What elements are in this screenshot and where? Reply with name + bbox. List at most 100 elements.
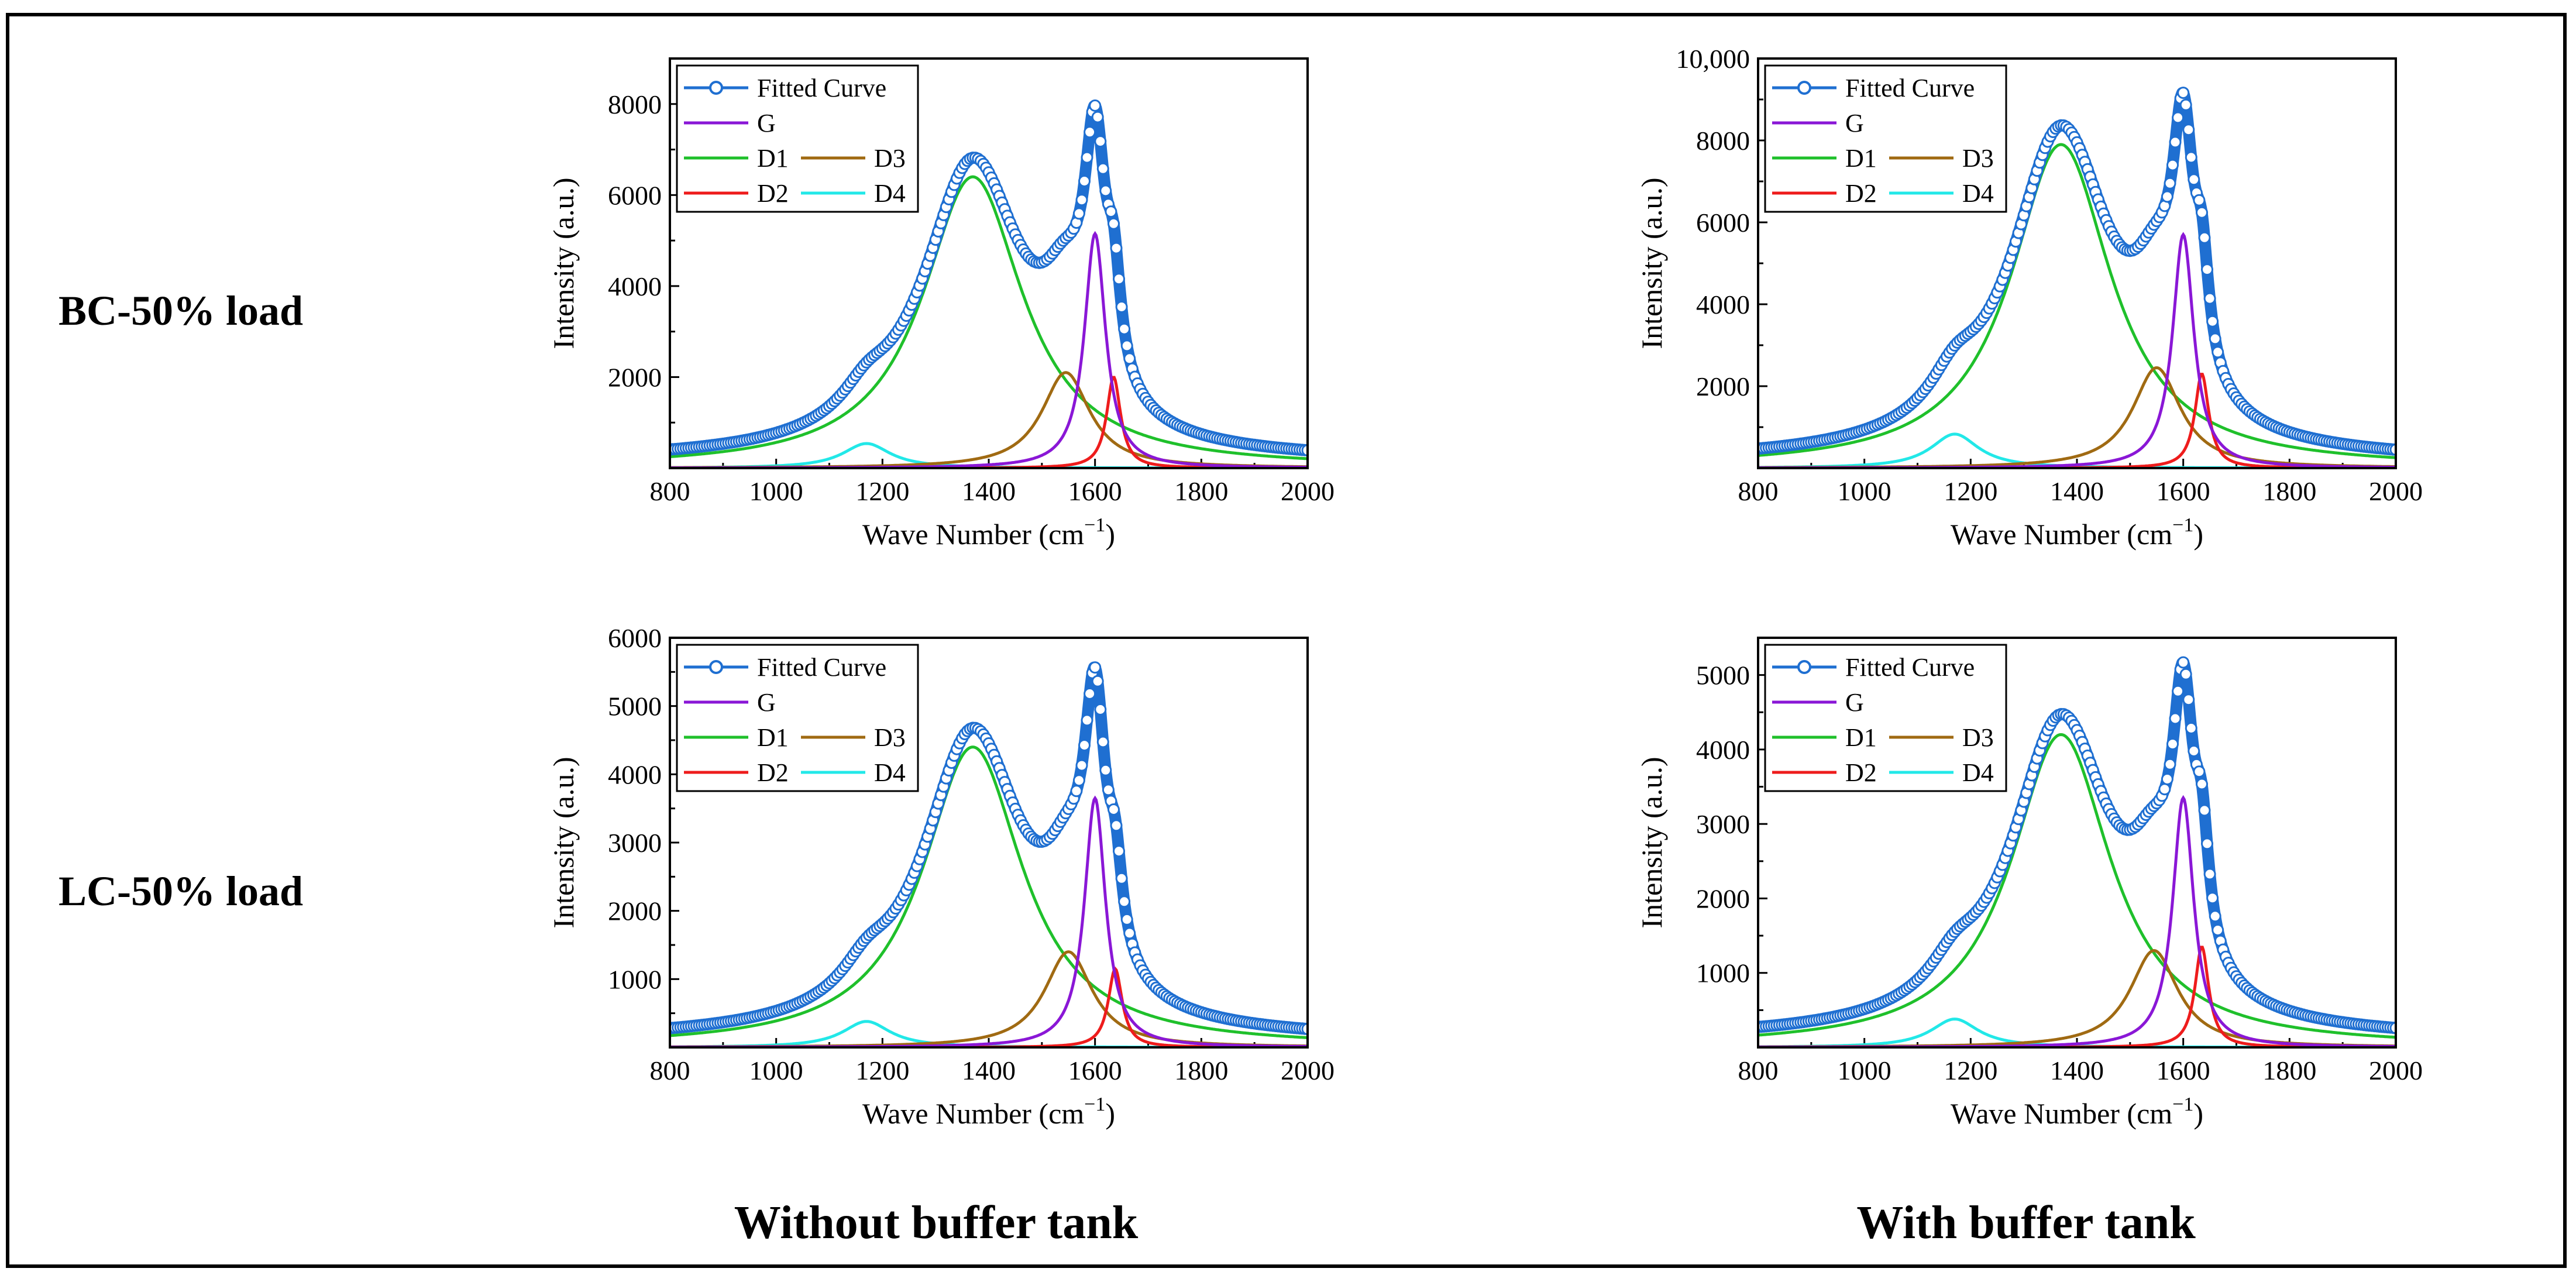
x-tick-label: 1800 bbox=[2262, 1056, 2316, 1085]
fitted-point bbox=[1099, 184, 1112, 197]
legend-label-fitted: Fitted Curve bbox=[757, 74, 886, 102]
y-axis-label: Intensity (a.u.) bbox=[1635, 757, 1668, 929]
legend-label-D4: D4 bbox=[1962, 758, 1994, 787]
fitted-point bbox=[1115, 872, 1128, 885]
fitted-point bbox=[2198, 231, 2211, 244]
legend-label-D2: D2 bbox=[757, 179, 789, 208]
curve-D1 bbox=[670, 175, 1308, 460]
y-tick-label: 1000 bbox=[608, 964, 662, 994]
chart-lc-without: 800 1000 1200 1400 1600 1800 2000 1000 2000 3000 4… bbox=[547, 623, 1335, 1130]
legend-label-fitted: Fitted Curve bbox=[1845, 74, 1975, 102]
x-tick-label: 1400 bbox=[2050, 1056, 2104, 1085]
legend-label-D2: D2 bbox=[757, 758, 789, 787]
x-tick-label: 2000 bbox=[2369, 1056, 2423, 1085]
fitted-point bbox=[1110, 819, 1123, 832]
fitted-point bbox=[1113, 845, 1125, 858]
fitted-point bbox=[2158, 783, 2171, 796]
x-tick-label: 1000 bbox=[749, 1056, 803, 1085]
fitted-point bbox=[1078, 739, 1091, 752]
x-tick-label: 1200 bbox=[1944, 476, 1997, 506]
fitted-point bbox=[1115, 301, 1128, 313]
fitted-point bbox=[1110, 242, 1123, 255]
fitted-point bbox=[1096, 735, 1109, 748]
y-tick-label: 6000 bbox=[1696, 208, 1750, 238]
fitted-point bbox=[1075, 759, 1088, 772]
y-tick-label: 6000 bbox=[608, 623, 662, 653]
fitted-point bbox=[2182, 123, 2195, 136]
legend: Fitted Curve G D1 D3 D2 D4 bbox=[676, 644, 919, 792]
x-tick-label: 2000 bbox=[1281, 1056, 1335, 1085]
fitted-point bbox=[1120, 339, 1133, 352]
legend-label-G: G bbox=[1845, 109, 1864, 138]
fitted-point bbox=[1108, 803, 1120, 816]
legend-label-G: G bbox=[1845, 688, 1864, 717]
legend-label-D2: D2 bbox=[1845, 758, 1877, 787]
fitted-point bbox=[1123, 352, 1136, 365]
x-tick-label: 1600 bbox=[2157, 476, 2210, 506]
legend: Fitted Curve G D1 D3 D2 D4 bbox=[1764, 644, 2007, 792]
row-label-lc: LC-50% load bbox=[59, 868, 304, 915]
fitted-point bbox=[2206, 892, 2219, 905]
fitted-point bbox=[1081, 714, 1093, 727]
x-tick-label: 1200 bbox=[855, 476, 909, 506]
x-axis-label-text: Wave Number (cm bbox=[862, 1097, 1084, 1130]
chart-lc-with: 800 1000 1200 1400 1600 1800 2000 1000 2000 3000 4… bbox=[1635, 637, 2423, 1130]
legend-label-D3: D3 bbox=[1962, 144, 1994, 173]
y-axis-label: Intensity (a.u.) bbox=[547, 178, 580, 349]
legend-label-D1: D1 bbox=[757, 144, 789, 173]
fitted-point bbox=[2209, 332, 2221, 345]
x-tick-label: 2000 bbox=[2369, 476, 2423, 506]
legend-label-D1: D1 bbox=[1845, 723, 1877, 752]
fitted-point bbox=[2177, 656, 2190, 669]
fitted-point bbox=[2188, 173, 2200, 186]
x-tick-label: 800 bbox=[650, 476, 690, 506]
fitted-point bbox=[1084, 126, 1096, 139]
legend: Fitted Curve G D1 D3 D2 D4 bbox=[676, 64, 919, 213]
fitted-point bbox=[2169, 712, 2182, 725]
curve-D1 bbox=[670, 745, 1308, 1039]
x-tick-label: 1800 bbox=[1174, 476, 1228, 506]
fitted-point bbox=[2193, 765, 2206, 778]
y-tick-label: 2000 bbox=[1696, 884, 1750, 913]
fitted-point bbox=[1089, 99, 1102, 112]
curve-D3 bbox=[1758, 366, 2396, 468]
fitted-point bbox=[2161, 773, 2173, 785]
legend: Fitted Curve G D1 D3 D2 D4 bbox=[1764, 64, 2007, 213]
y-tick-label: 8000 bbox=[1696, 126, 1750, 156]
fitted-point bbox=[2209, 910, 2221, 923]
legend-label-D3: D3 bbox=[874, 723, 906, 752]
legend-marker-fitted bbox=[709, 660, 723, 674]
legend-label-D4: D4 bbox=[874, 758, 906, 787]
fitted-point bbox=[1123, 927, 1136, 940]
chart-bc-without: 800 1000 1200 1400 1600 1800 2000 2000 4000 6000 8… bbox=[547, 57, 1335, 551]
fitted-point bbox=[2169, 136, 2182, 149]
fitted-point bbox=[2188, 745, 2200, 757]
x-axis-label-text: Wave Number (cm bbox=[1951, 1097, 2172, 1130]
plot-border bbox=[1757, 57, 2397, 469]
fitted-point bbox=[2389, 444, 2396, 456]
x-tick-label: 1000 bbox=[749, 476, 803, 506]
fitted-point bbox=[2166, 738, 2179, 751]
fitted-point bbox=[2196, 206, 2208, 219]
curve-D1 bbox=[1758, 733, 2396, 1039]
fitted-point bbox=[2179, 98, 2192, 111]
x-tick-label: 800 bbox=[1738, 1056, 1779, 1085]
x-tick-label: 1400 bbox=[962, 476, 1016, 506]
plot-border bbox=[669, 57, 1309, 469]
y-tick-label: 4000 bbox=[608, 759, 662, 789]
fitted-point bbox=[1301, 444, 1308, 457]
legend-marker-fitted bbox=[1797, 660, 1811, 674]
fitted-point bbox=[2212, 346, 2224, 359]
y-tick-label: 10,000 bbox=[1676, 44, 1750, 74]
curve-D2 bbox=[1758, 946, 2396, 1047]
y-axis-label: Intensity (a.u.) bbox=[547, 757, 580, 929]
fitted-point bbox=[1113, 273, 1125, 286]
y-tick-label: 5000 bbox=[608, 692, 662, 721]
x-axis-label-text: Wave Number (cm bbox=[1951, 518, 2172, 551]
x-axis-label-end: ) bbox=[1105, 1097, 1115, 1130]
x-tick-label: 1600 bbox=[1068, 1056, 1122, 1085]
x-axis-label: Wave Number (cm−1) bbox=[1951, 514, 2203, 551]
legend-label-D2: D2 bbox=[1845, 179, 1877, 208]
fitted-point bbox=[1099, 764, 1112, 776]
fitted-point bbox=[1072, 774, 1085, 787]
